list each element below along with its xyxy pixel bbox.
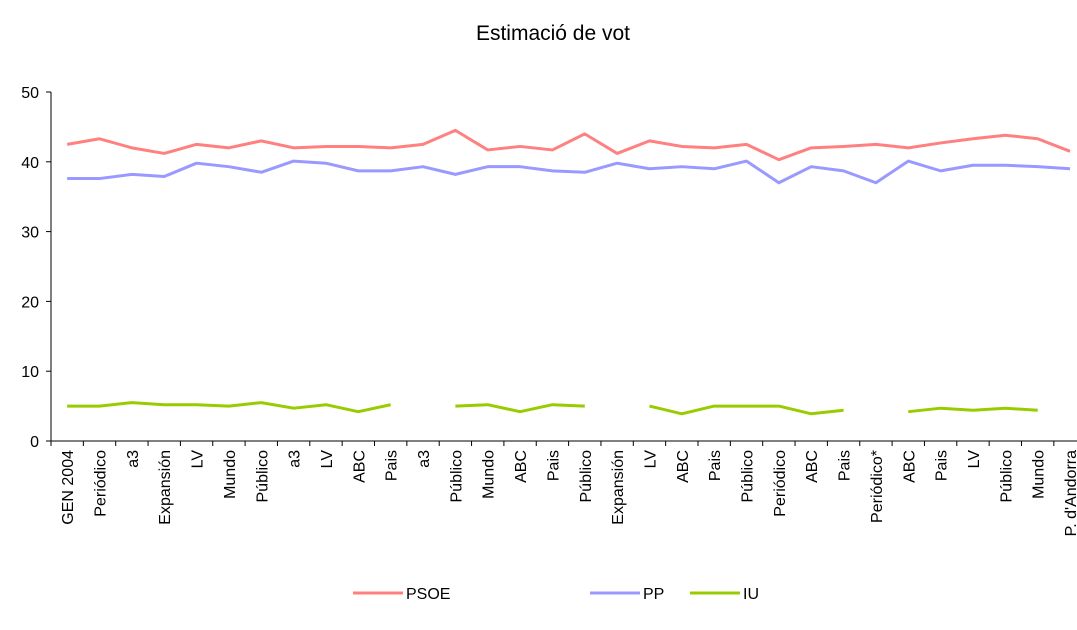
y-tick-label: 30 xyxy=(21,225,39,242)
x-tick-label: a3 xyxy=(287,450,304,468)
x-tick-label: Pais xyxy=(934,450,951,481)
x-tick-label: Expansión xyxy=(610,450,627,525)
x-tick-label: LV xyxy=(319,450,336,469)
series-line xyxy=(67,401,1038,416)
y-tick-label: 20 xyxy=(21,294,39,311)
x-tick-label: ABC xyxy=(804,450,821,483)
x-tick-label: Periódico* xyxy=(869,450,886,523)
x-tick-label: Periódico xyxy=(772,450,789,517)
x-tick-label: LV xyxy=(642,450,659,469)
x-tick-label: Público xyxy=(740,450,757,503)
y-tick-label: 10 xyxy=(21,364,39,381)
x-tick-label: Público xyxy=(998,450,1015,503)
y-tick-label: 50 xyxy=(21,85,39,102)
x-tick-label: Pais xyxy=(545,450,562,481)
x-tick-label: ABC xyxy=(675,450,692,483)
x-tick-label: a3 xyxy=(416,450,433,468)
x-tick-label: Pais xyxy=(837,450,854,481)
x-tick-label: Mundo xyxy=(222,450,239,499)
x-tick-label: Público xyxy=(578,450,595,503)
x-tick-label: Público xyxy=(254,450,271,503)
x-tick-label: P. d'Andorra xyxy=(1063,450,1077,536)
y-tick-label: 0 xyxy=(30,434,39,451)
series-line xyxy=(67,159,1071,185)
x-tick-label: GEN 2004 xyxy=(60,450,77,525)
y-tick-label: 40 xyxy=(21,155,39,172)
x-tick-label: Periódico xyxy=(93,450,110,517)
x-tick-label: LV xyxy=(190,450,207,469)
x-tick-label: Mundo xyxy=(1031,450,1048,499)
series-line xyxy=(66,128,1071,162)
x-tick-label: Pais xyxy=(707,450,724,481)
x-tick-label: Expansión xyxy=(157,450,174,525)
x-tick-label: Pais xyxy=(384,450,401,481)
legend-label: PSOE xyxy=(406,586,450,603)
x-tick-label: Mundo xyxy=(481,450,498,499)
x-tick-label: LV xyxy=(966,450,983,469)
x-tick-label: ABC xyxy=(513,450,530,483)
x-tick-label: Público xyxy=(448,450,465,503)
x-tick-label: ABC xyxy=(901,450,918,483)
x-tick-label: ABC xyxy=(351,450,368,483)
x-tick-label: a3 xyxy=(125,450,142,468)
chart-title: Estimació de vot xyxy=(476,22,630,45)
legend-label: PP xyxy=(643,586,664,603)
legend-label: IU xyxy=(743,586,759,603)
